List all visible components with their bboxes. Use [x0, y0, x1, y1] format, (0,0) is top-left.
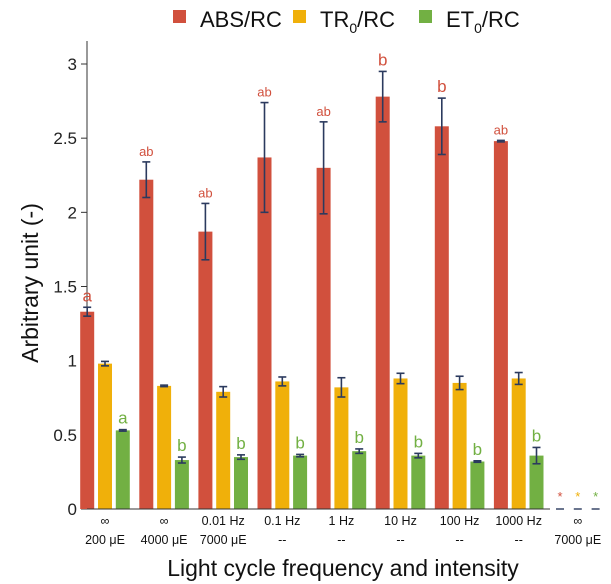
bar-tr0rc — [511, 378, 526, 509]
significance-letter: b — [378, 50, 387, 69]
legend-label-subscript: 0 — [349, 20, 357, 36]
bar-tr0rc — [275, 381, 290, 509]
x-category-line1: ∞ — [160, 514, 169, 528]
bar-tr0rc — [98, 363, 112, 509]
x-category-line1: ∞ — [573, 514, 582, 528]
x-category-line1: 0.01 Hz — [202, 514, 245, 528]
legend-label: TR0/RC — [320, 7, 395, 36]
legend-label-main: ABS/RC — [200, 7, 282, 32]
x-category-line2: -- — [455, 533, 463, 547]
bar-tr0rc — [393, 378, 408, 509]
bar-absrc — [198, 231, 213, 509]
significance-asterisk: * — [593, 489, 598, 504]
x-category-line1: 1000 Hz — [495, 514, 542, 528]
bar-tr0rc — [452, 382, 467, 509]
x-category-line2: -- — [515, 533, 523, 547]
bar-absrc — [257, 157, 272, 509]
y-axis-title: Arbitrary unit (-) — [17, 203, 43, 363]
significance-letter: b — [414, 432, 423, 451]
bar-et0rc — [234, 457, 248, 509]
significance-letter: ab — [494, 122, 508, 137]
significance-asterisk: * — [557, 489, 562, 504]
significance-letter: b — [437, 77, 446, 96]
significance-letter: a — [82, 286, 92, 305]
y-tick-label: 3 — [68, 55, 77, 74]
significance-letter: ab — [198, 185, 212, 200]
significance-letter: b — [236, 434, 245, 453]
legend-label-main: ET — [446, 7, 474, 32]
x-category-line2: -- — [396, 533, 404, 547]
bar-tr0rc — [216, 391, 231, 509]
significance-letter: ab — [139, 144, 153, 159]
bar-absrc — [375, 96, 390, 509]
legend-item: ABS/RC — [173, 7, 282, 32]
bars: a a ab b ab b ab b ab b b b b b ab b * * * — [80, 50, 600, 510]
y-tick-label: 2.5 — [53, 129, 77, 148]
x-category-line1: 10 Hz — [384, 514, 417, 528]
legend-item: TR0/RC — [293, 7, 395, 36]
y-tick-label: 0 — [68, 500, 77, 519]
x-category-line2: -- — [337, 533, 345, 547]
x-category-line2: 200 μE — [85, 533, 125, 547]
x-category-line1: 0.1 Hz — [264, 514, 300, 528]
significance-letter: ab — [316, 104, 330, 119]
x-category-line1: ∞ — [101, 514, 110, 528]
x-axis: ∞ 200 μE ∞ 4000 μE 0.01 Hz 7000 μE 0.1 Hz -- 1 H… — [85, 508, 601, 547]
bar-absrc — [434, 126, 449, 510]
bar-et0rc — [470, 461, 485, 509]
significance-letter: b — [473, 440, 482, 459]
bar-et0rc — [115, 430, 130, 509]
x-category-line2: -- — [278, 533, 286, 547]
bar-tr0rc — [157, 385, 172, 509]
legend-label-main: TR — [320, 7, 349, 32]
bar-et0rc — [352, 451, 367, 509]
legend-label-tail: /RC — [482, 7, 520, 32]
bar-tr0rc — [334, 387, 349, 509]
y-tick-label: 0.5 — [53, 426, 77, 445]
significance-letter: ab — [257, 85, 271, 100]
bar-et0rc — [293, 455, 308, 509]
bar-absrc — [139, 179, 154, 509]
significance-letter: b — [354, 428, 363, 447]
bar-et0rc — [529, 455, 544, 509]
legend-label-subscript: 0 — [474, 20, 482, 36]
significance-letter: b — [532, 426, 541, 445]
legend: ABS/RC TR0/RC ET0/RC — [173, 7, 520, 36]
bar-absrc — [316, 167, 331, 510]
significance-asterisk: * — [575, 489, 580, 504]
x-category-line2: 7000 μE — [554, 533, 601, 547]
legend-swatch — [293, 10, 306, 23]
y-tick-label: 2 — [68, 203, 77, 222]
significance-letter: b — [295, 433, 304, 452]
y-tick-label: 1.5 — [53, 278, 77, 297]
significance-letter: b — [177, 436, 186, 455]
x-category-line1: 1 Hz — [329, 514, 355, 528]
x-category-line1: 100 Hz — [440, 514, 480, 528]
legend-swatch — [173, 10, 186, 23]
bar-et0rc — [174, 460, 189, 509]
legend-label: ET0/RC — [446, 7, 520, 36]
legend-swatch — [419, 10, 432, 23]
bar-et0rc — [411, 455, 426, 509]
legend-item: ET0/RC — [419, 7, 520, 36]
y-tick-label: 1 — [68, 352, 77, 371]
legend-label: ABS/RC — [200, 7, 282, 32]
x-category-line2: 4000 μE — [141, 533, 188, 547]
bar-absrc — [80, 311, 95, 509]
x-category-line2: 7000 μE — [200, 533, 247, 547]
x-axis-title: Light cycle frequency and intensity — [167, 555, 519, 581]
significance-letter: a — [118, 409, 128, 428]
bar-absrc — [493, 141, 508, 509]
legend-label-tail: /RC — [357, 7, 395, 32]
